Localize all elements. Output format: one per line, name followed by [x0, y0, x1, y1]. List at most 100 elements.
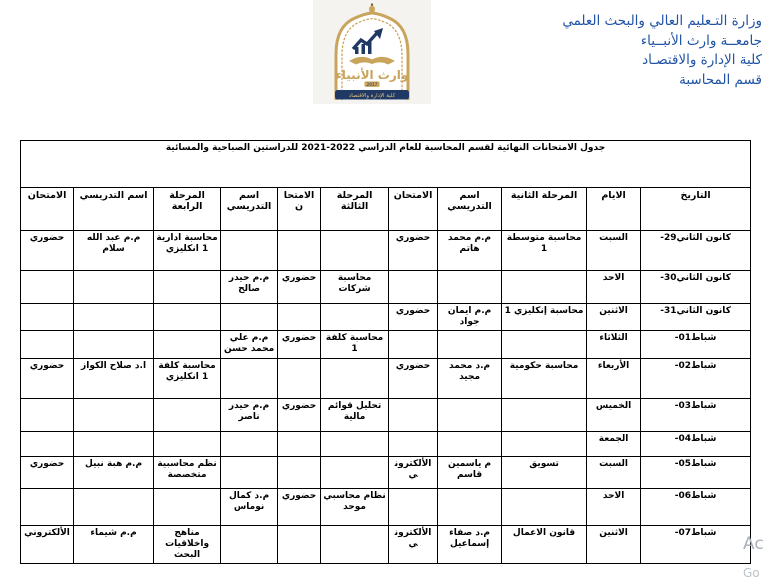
cell-day: الاثنين	[586, 303, 642, 331]
cell-day: الأربعاء	[586, 358, 642, 399]
col-header-s2_subject-2: المرحلة الثانية	[501, 187, 588, 231]
col-header-day-1: الايام	[586, 187, 642, 231]
cell-s4_teacher: م.م عبد الله سلام	[73, 230, 155, 271]
table-row: -02شباط الأربعاء محاسبة حكومية م.د محمد مجي…	[19, 358, 752, 399]
cell-s2_teacher	[437, 330, 503, 359]
cell-s3_exam	[277, 431, 322, 457]
cell-s3_subject	[320, 431, 390, 457]
cell-s2_subject	[501, 398, 588, 432]
col-header-s4_subject-8: المرحلة الرابعة	[153, 187, 222, 231]
cell-s3_exam: حضوري	[277, 330, 322, 359]
cell-s3_subject: محاسبة كلفة 1	[320, 330, 390, 359]
cell-s2_exam	[388, 431, 439, 457]
cell-s3_exam: حضوري	[277, 488, 322, 526]
letterhead-line-university: جامعــة وارث الأنبــياء	[640, 32, 762, 49]
cell-s2_exam	[388, 398, 439, 432]
table-row: -01شباط الثلاثاء محاسبة كلفة 1 حضوري م.م علي…	[19, 330, 752, 359]
cell-s4_teacher: ا.د صلاح الكواز	[73, 358, 155, 399]
cell-s2_teacher: م.م ايمان جواد	[437, 303, 503, 331]
cell-s3_teacher	[220, 358, 279, 399]
cell-date: -30كانون الثاني	[640, 270, 752, 304]
col-header-s2_teacher-3: اسم التدريسي	[437, 187, 503, 231]
cell-s2_subject	[501, 488, 588, 526]
cell-s2_teacher	[437, 398, 503, 432]
table-row: -03شباط الخميس تحليل قوائم مالية حضوري م.م ح…	[19, 398, 752, 432]
cell-day: الاثنين	[586, 525, 642, 564]
cell-s4_subject	[153, 303, 222, 331]
cell-s3_subject: تحليل قوائم مالية	[320, 398, 390, 432]
cell-s4_teacher	[73, 270, 155, 304]
university-logo: وارث الأنبياء 2017 كلية الإدارة والاقتصا…	[313, 0, 431, 104]
cell-day: الاحد	[586, 488, 642, 526]
cell-day: الاحد	[586, 270, 642, 304]
cell-s2_teacher: م.د صفاء إسماعيل	[437, 525, 503, 564]
cell-s4_subject	[153, 488, 222, 526]
cell-s3_exam: حضوري	[277, 270, 322, 304]
cell-s2_exam: حضوري	[388, 303, 439, 331]
letterhead-line-department: قسم المحاسبة	[679, 71, 762, 88]
cell-s2_teacher	[437, 488, 503, 526]
cell-s2_teacher: م.م محمد هاتم	[437, 230, 503, 271]
cell-s4_subject	[153, 330, 222, 359]
cell-day: السبت	[586, 456, 642, 489]
cell-s4_exam	[19, 488, 75, 526]
table-row: -05شباط السبت تسويق م ياسمين قاسم الألكتروني…	[19, 456, 752, 489]
table-title-row: جدول الامتحانات النهائية لقسم المحاسبة ل…	[19, 140, 752, 188]
col-header-s3_teacher-7: اسم التدريسي	[220, 187, 279, 231]
cell-s4_exam: الألكتروني	[19, 525, 75, 564]
logo-calligraphy: وارث الأنبياء	[336, 67, 409, 83]
cell-s2_subject	[501, 270, 588, 304]
cell-s2_exam: حضوري	[388, 358, 439, 399]
cell-date: -31كانون الثاني	[640, 303, 752, 331]
cell-s2_exam	[388, 270, 439, 304]
cell-date: -06شباط	[640, 488, 752, 526]
cell-s3_teacher	[220, 525, 279, 564]
cell-s3_teacher: م.م حيدر صالح	[220, 270, 279, 304]
cell-s4_exam	[19, 431, 75, 457]
cell-s4_teacher: م.م شيماء	[73, 525, 155, 564]
col-header-s2_exam-4: الامتحان	[388, 187, 439, 231]
table-row: -04شباط الجمعة	[19, 431, 752, 457]
cell-date: -05شباط	[640, 456, 752, 489]
cell-s4_exam	[19, 270, 75, 304]
cell-s4_exam	[19, 398, 75, 432]
letterhead: وزارة التـعليم العالي والبحث العلمي جامع…	[562, 12, 762, 90]
cell-date: -01شباط	[640, 330, 752, 359]
cell-s4_teacher	[73, 303, 155, 331]
cell-s4_teacher: م.م هبة نبيل	[73, 456, 155, 489]
cell-s3_teacher: م.د كمال نوماس	[220, 488, 279, 526]
cell-s2_subject	[501, 330, 588, 359]
cell-date: -03شباط	[640, 398, 752, 432]
cell-s4_exam: حضوري	[19, 230, 75, 271]
cell-s4_exam: حضوري	[19, 358, 75, 399]
letterhead-line-ministry: وزارة التـعليم العالي والبحث العلمي	[562, 13, 762, 29]
cell-s4_subject: محاسبة كلفة 1 انكليزي	[153, 358, 222, 399]
cell-s3_exam	[277, 456, 322, 489]
cell-day: السبت	[586, 230, 642, 271]
exam-schedule-table: جدول الامتحانات النهائية لقسم المحاسبة ل…	[19, 140, 752, 564]
col-header-s4_exam-10: الامتحان	[19, 187, 75, 231]
cell-s3_exam: حضوري	[277, 398, 322, 432]
table-row: -06شباط الاحد نظام محاسبي موحد حضوري م.د كما…	[19, 488, 752, 526]
cell-s3_subject	[320, 456, 390, 489]
cell-s3_teacher: م.م حيدر ناصر	[220, 398, 279, 432]
cell-s2_exam: الألكتروني	[388, 456, 439, 489]
cell-s3_subject: محاسبة شركات	[320, 270, 390, 304]
cell-s4_subject	[153, 270, 222, 304]
cell-s4_subject	[153, 398, 222, 432]
cell-date: -29كانون الثاني	[640, 230, 752, 271]
cell-s4_teacher	[73, 431, 155, 457]
table-row: -29كانون الثاني السبت محاسبة متوسطة 1 م.م م…	[19, 230, 752, 271]
university-emblem-icon: وارث الأنبياء 2017 كلية الإدارة والاقتصا…	[334, 3, 410, 100]
cell-date: -04شباط	[640, 431, 752, 457]
cell-s3_teacher	[220, 303, 279, 331]
cell-day: الثلاثاء	[586, 330, 642, 359]
cell-s3_exam	[277, 230, 322, 271]
cell-s2_exam: حضوري	[388, 230, 439, 271]
cell-s2_exam: الألكتروني	[388, 525, 439, 564]
cell-s3_exam	[277, 303, 322, 331]
cell-s3_teacher: م.م علي محمد حسن	[220, 330, 279, 359]
cell-s4_teacher	[73, 398, 155, 432]
cell-s4_subject: محاسبة ادارية 1 انكليزي	[153, 230, 222, 271]
cell-s2_exam	[388, 330, 439, 359]
